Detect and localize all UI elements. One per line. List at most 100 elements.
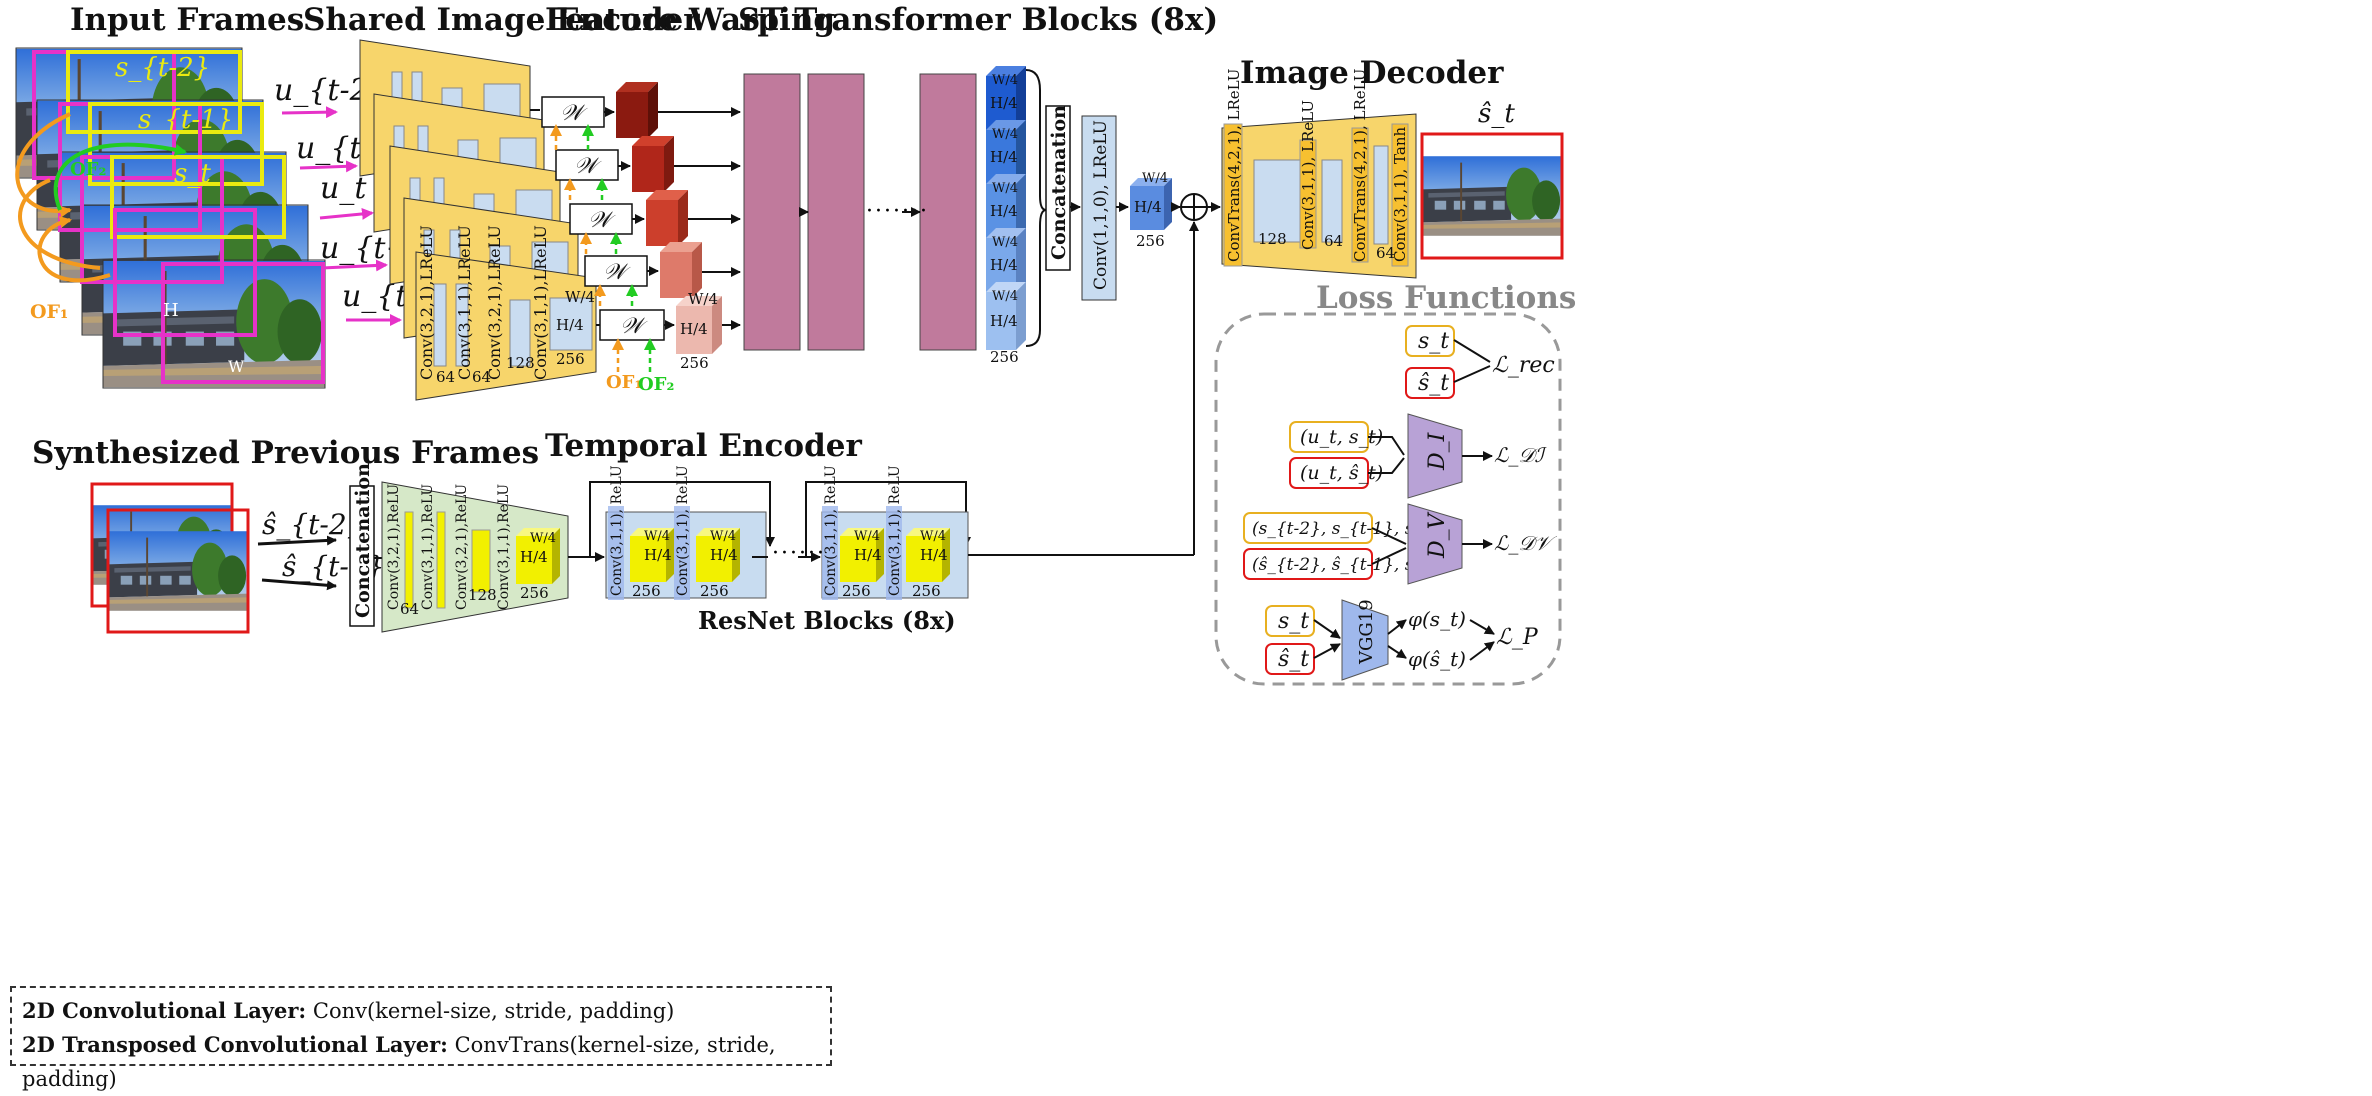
- warp-cube-2: [632, 136, 674, 192]
- warp-of1: OF₁: [606, 372, 642, 393]
- warp-ch: 256: [680, 354, 709, 372]
- dec-ch-3: 64: [1376, 244, 1395, 262]
- st-block-1: [743, 73, 801, 351]
- dec-layer-1: ConvTrans(4,2,1), LReLU: [1225, 69, 1243, 262]
- enc-layer-2: Conv(3,1,1),LReLU: [455, 225, 474, 380]
- title-resnet-blocks: ResNet Blocks (8x): [698, 606, 956, 635]
- warp-of2: OF₂: [638, 374, 674, 395]
- warp-cube-5: W/4 H/4 256: [676, 290, 722, 372]
- enc-layer-3: Conv(3,2,1),LReLU: [485, 225, 504, 380]
- svg-text:(ŝ_{t-2}, ŝ_{t-1}, ŝ_t): (ŝ_{t-2}, ŝ_{t-1}, ŝ_t): [1252, 555, 1435, 575]
- svg-text:s_t: s_t: [1278, 609, 1309, 634]
- svg-text:(u_t, s_t): (u_t, s_t): [1300, 426, 1383, 448]
- svg-text:256: 256: [842, 582, 871, 600]
- temp-layer-1: Conv(3,2,1),ReLU: [386, 484, 402, 610]
- svg-text:H/4: H/4: [1134, 198, 1162, 216]
- svg-text:W/4: W/4: [992, 181, 1018, 196]
- svg-text:Conv(3,1,1), ReLU: Conv(3,1,1), ReLU: [675, 465, 691, 596]
- legend: 2D Convolutional Layer: Conv(kernel-size…: [10, 986, 832, 1091]
- loss-rec: ℒ_rec: [1492, 353, 1555, 378]
- warp-op-2: [555, 149, 619, 181]
- st-conv-ch: 256: [1136, 232, 1165, 250]
- disc-di: D_I: [1425, 431, 1450, 471]
- svg-text:H/4: H/4: [990, 94, 1018, 112]
- svg-text:W/4: W/4: [1142, 171, 1168, 186]
- st-conv-output: W/4 H/4 256: [1130, 171, 1172, 250]
- st-block-2: [807, 73, 865, 351]
- st-transformer: ······· W/4 H/4 W/4 H/4 W/4 H/4 W/4 H/4 …: [743, 66, 1221, 555]
- svg-text:H/4: H/4: [990, 148, 1018, 166]
- svg-text:(u_t, ŝ_t): (u_t, ŝ_t): [1300, 462, 1383, 484]
- title-feature-warping: Feature Warping: [545, 2, 835, 38]
- enc-ch-3: 128: [506, 354, 535, 372]
- resnet-block-2: Conv(3,1,1), ReLU Conv(3,1,1), ReLU W/4 H…: [821, 465, 969, 600]
- svg-text:W/4: W/4: [992, 235, 1018, 250]
- enc-ch-1: 64: [436, 368, 455, 386]
- title-input-frames: Input Frames: [70, 2, 304, 38]
- title-st-transformer: ST Transformer Blocks (8x): [738, 2, 1218, 38]
- st-output-stack: W/4 H/4 W/4 H/4 W/4 H/4 W/4 H/4 W/4 H/4 …: [986, 66, 1026, 366]
- temp-ch-2: 128: [468, 586, 497, 604]
- svg-text:Conv(1,1,0), LReLU: Conv(1,1,0), LReLU: [1091, 120, 1111, 290]
- enc-layer-4: Conv(3,1,1),LReLU: [531, 225, 550, 380]
- svg-text:W/4: W/4: [710, 529, 736, 544]
- enc-ch-2: 64: [472, 368, 491, 386]
- synth-frame-2: [106, 508, 250, 634]
- of2-label: OF₂: [70, 159, 106, 180]
- frame-h-label: H: [163, 300, 179, 321]
- svg-text:W/4: W/4: [688, 290, 718, 308]
- loss-functions: s_t ŝ_t ℒ_rec (u_t, s_t) (u_t, ŝ_t) D_I …: [1214, 312, 1562, 686]
- frame-label-t-1: s_{t-1}: [138, 105, 233, 135]
- vgg-block: VGG19: [1356, 599, 1377, 665]
- temporal-encoder: Concatenation Conv(3,2,1),ReLU Conv(3,1,…: [349, 463, 605, 633]
- svg-text:W/4: W/4: [644, 529, 670, 544]
- disc-dv: D_V: [1425, 511, 1450, 559]
- svg-text:H/4: H/4: [990, 202, 1018, 220]
- svg-text:s_t: s_t: [1418, 329, 1449, 354]
- dec-ch-2: 64: [1324, 232, 1343, 250]
- phi-shat: φ(ŝ_t): [1408, 647, 1466, 671]
- svg-text:W/4: W/4: [530, 531, 556, 546]
- svg-text:Conv(3,1,1), ReLU: Conv(3,1,1), ReLU: [887, 465, 903, 596]
- warp-cube-4: [660, 242, 702, 298]
- dec-layer-4: Conv(3,1,1), Tanh: [1391, 127, 1409, 262]
- of-arrow-1: [15, 112, 72, 218]
- temp-layer-4: Conv(3,1,1),ReLU: [496, 484, 512, 610]
- synth-prev-frames: ŝ_{t-2} ŝ_{t-1}: [90, 482, 385, 634]
- svg-text:256: 256: [912, 582, 941, 600]
- title-image-decoder: Image Decoder: [1240, 55, 1504, 91]
- resnet-blocks: Conv(3,1,1), ReLU Conv(3,1,1), ReLU W/4 H…: [589, 465, 1194, 600]
- temp-ch-1: 64: [400, 600, 419, 618]
- warp-op-1: [541, 96, 605, 128]
- st-concat: [1045, 105, 1071, 271]
- loss-p: ℒ_P: [1496, 625, 1539, 650]
- u-label-t: u_t: [320, 171, 367, 206]
- frame-w-label: W: [228, 357, 245, 376]
- st-conv: [1081, 115, 1117, 301]
- svg-text:Concatenation: Concatenation: [352, 463, 374, 618]
- svg-text:H/4: H/4: [920, 546, 948, 564]
- svg-text:W/4: W/4: [992, 127, 1018, 142]
- svg-text:H/4: H/4: [644, 546, 672, 564]
- frame-5: [102, 259, 326, 389]
- svg-text:W/4: W/4: [854, 529, 880, 544]
- feature-warping: 𝒲 𝒲 𝒲 𝒲 𝒲 OF₁ OF₂: [530, 82, 741, 395]
- svg-text:H/4: H/4: [990, 312, 1018, 330]
- title-synth-prev: Synthesized Previous Frames: [32, 435, 539, 471]
- phi-s: φ(s_t): [1408, 607, 1466, 631]
- svg-text:W/4: W/4: [992, 289, 1018, 304]
- title-temporal-encoder: Temporal Encoder: [545, 428, 862, 464]
- svg-text:(s_{t-2}, s_{t-1}, s_t): (s_{t-2}, s_{t-1}, s_t): [1252, 519, 1435, 539]
- svg-text:H/4: H/4: [854, 546, 882, 564]
- dec-layer-2: Conv(3,1,1), LReLU: [1299, 100, 1317, 250]
- temporal-concat: [349, 485, 375, 627]
- svg-text:H/4: H/4: [990, 256, 1018, 274]
- synth-label-t-2: ŝ_{t-2}: [262, 508, 365, 541]
- encoder-stack-5: Conv(3,2,1),LReLU Conv(3,1,1),LReLU Conv…: [415, 225, 597, 401]
- architecture-diagram: Input Frames Shared Image Encoder Featur…: [15, 2, 1576, 686]
- frame-label-t: s_t: [174, 159, 211, 189]
- legend-conv: 2D Convolutional Layer: Conv(kernel-size…: [22, 998, 675, 1023]
- svg-text:H/4: H/4: [520, 548, 548, 566]
- frame-label-t-2: s_{t-2}: [115, 53, 210, 83]
- warp-cube-3: [646, 190, 688, 246]
